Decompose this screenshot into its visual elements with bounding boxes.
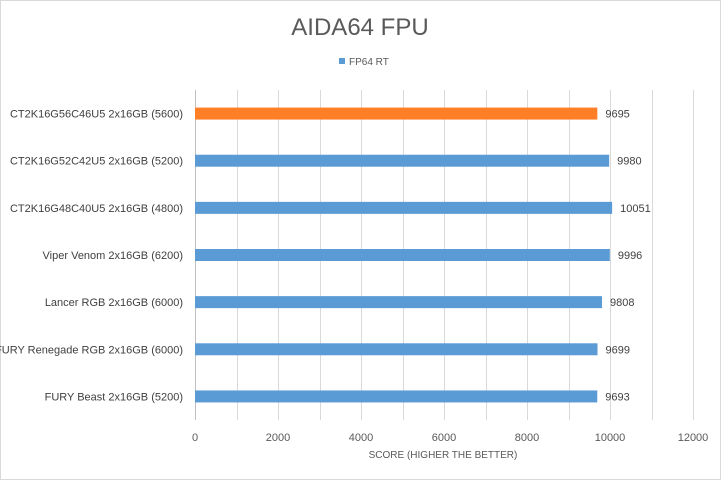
category-label: CT2K16G52C42U5 2x16GB (5200): [10, 156, 183, 168]
data-label: 9699: [606, 344, 630, 356]
category-label: FURY Renegade RGB 2x16GB (6000): [0, 344, 183, 356]
x-tick-label: 4000: [349, 432, 373, 444]
x-tick-labels: 0 2000 4000 6000 8000 10000 12000: [192, 432, 708, 444]
chart-title: AIDA64 FPU: [291, 14, 428, 41]
data-label: 9996: [618, 250, 642, 262]
x-tick-label: 6000: [432, 432, 456, 444]
data-label: 9695: [605, 109, 629, 121]
bar: [195, 201, 613, 214]
category-labels: CT2K16G56C46U5 2x16GB (5600) CT2K16G52C42…: [0, 109, 183, 404]
bar: [195, 249, 610, 261]
category-label: CT2K16G48C40U5 2x16GB (4800): [10, 203, 183, 215]
bar: [195, 343, 598, 356]
bars: [195, 107, 613, 403]
category-label: Viper Venom 2x16GB (6200): [43, 250, 183, 262]
legend-label: FP64 RT: [349, 57, 389, 68]
x-tick-label: 8000: [515, 432, 539, 444]
data-label: 9693: [605, 391, 629, 403]
legend-swatch: [339, 58, 345, 64]
x-tick-label: 2000: [266, 432, 290, 444]
bar: [195, 107, 598, 120]
data-label: 9808: [610, 297, 634, 309]
bar: [195, 296, 603, 309]
bar: [195, 154, 610, 167]
x-tick-label: 12000: [678, 432, 709, 444]
data-label: 10051: [620, 203, 651, 215]
category-label: Lancer RGB 2x16GB (6000): [45, 297, 183, 309]
x-tick-label: 0: [192, 432, 198, 444]
category-label: CT2K16G56C46U5 2x16GB (5600): [10, 109, 183, 121]
x-axis-title: SCORE (HIGHER THE BETTER): [369, 450, 518, 461]
bar: [195, 390, 598, 403]
category-label: FURY Beast 2x16GB (5200): [45, 391, 183, 403]
legend: FP64 RT: [339, 57, 389, 68]
x-tick-label: 10000: [595, 432, 626, 444]
data-label: 9980: [617, 156, 641, 168]
data-labels: 9695 9980 10051 9996 9808 9699 9693: [605, 109, 650, 404]
